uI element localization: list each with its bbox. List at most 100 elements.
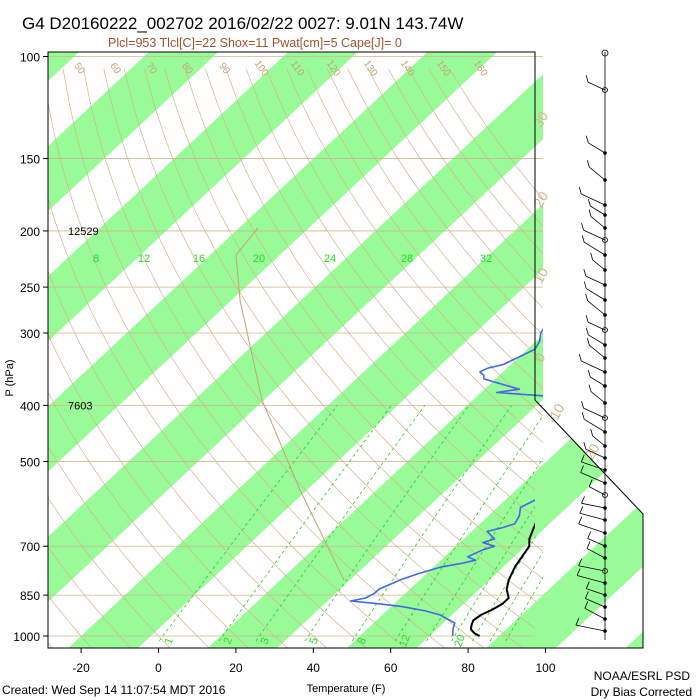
- wind-barb-flag: [581, 400, 584, 409]
- wind-barb-point: [603, 253, 607, 257]
- wind-barb: [578, 523, 606, 534]
- y-tick-label: 700: [20, 540, 40, 554]
- wind-barb: [587, 81, 606, 91]
- mixing-ratio-line: [304, 405, 470, 642]
- mixing-ratio-label: 12: [138, 253, 150, 265]
- dry-adiabat-line: [83, 68, 485, 648]
- y-axis-label: P (hPa): [4, 359, 16, 396]
- wind-barb-point: [603, 531, 607, 535]
- isotherm-band: [48, 52, 219, 212]
- mixing-ratio-line: [158, 405, 338, 642]
- wind-barb: [583, 229, 606, 241]
- wind-barb: [592, 259, 606, 271]
- wind-barb-point: [603, 213, 607, 217]
- mixing-ratio-bottom-label: 1: [162, 636, 175, 646]
- mixing-ratio-bottom-label: 2: [221, 636, 234, 646]
- dry-adiabat-label: 130: [361, 59, 380, 79]
- wind-barb-flag: [586, 541, 591, 549]
- mixing-ratio-line: [451, 493, 543, 642]
- wind-barb-flag: [576, 568, 581, 576]
- wind-barb-flag: [585, 293, 589, 301]
- x-axis-label: Temperature (F): [307, 683, 386, 695]
- mixing-ratio-line: [489, 551, 543, 642]
- wind-barb-point: [602, 568, 608, 574]
- wind-barb-point: [603, 581, 607, 585]
- isotherm-band: [48, 52, 498, 472]
- wind-barb: [590, 376, 606, 387]
- wind-barb-flag: [587, 531, 592, 539]
- wind-barb: [584, 241, 606, 256]
- dry-adiabat-line: [48, 100, 406, 648]
- mixing-ratio-label: 20: [253, 253, 265, 265]
- wind-barb-point: [603, 544, 607, 548]
- wind-barb-flag: [585, 581, 590, 589]
- plot-frame: [47, 51, 644, 649]
- temperature-line: [470, 506, 543, 637]
- bias-note: Dry Bias Corrected: [591, 685, 692, 699]
- dry-adiabat-line: [48, 270, 328, 648]
- dry-adiabat-line: [123, 68, 543, 635]
- x-tick-label: 0: [155, 661, 162, 675]
- y-tick-label: 150: [20, 153, 40, 167]
- isotherm-bands: [48, 52, 543, 648]
- wind-barb-point: [603, 283, 607, 287]
- wind-barb: [586, 288, 606, 301]
- isotherm-band: [48, 74, 543, 602]
- wind-barb: [584, 418, 606, 433]
- wind-barb-flag: [588, 209, 592, 217]
- wind-barb-point: [603, 298, 607, 302]
- dry-adiabat-line: [225, 68, 543, 498]
- parcel-path: [235, 227, 345, 581]
- x-tick-label: 40: [307, 661, 321, 675]
- wind-barb: [586, 548, 606, 559]
- dry-adiabat-line: [48, 391, 249, 648]
- wind-barb-point: [602, 87, 608, 93]
- wind-barb-flag: [578, 353, 582, 362]
- dry-adiabat-line: [144, 68, 543, 607]
- wind-barb-point: [603, 178, 607, 182]
- wind-barb-point: [603, 456, 607, 460]
- wind-barb: [578, 565, 606, 572]
- wind-barb-point: [603, 226, 607, 230]
- wind-barb-flag: [585, 135, 589, 143]
- wind-barb-flag: [584, 591, 589, 599]
- dry-adiabat-line: [0, 69, 13, 649]
- wind-barb-point: [603, 617, 607, 621]
- dry-adiabat-line: [164, 68, 543, 580]
- wind-barb-point: [603, 629, 607, 633]
- wind-barb-point: [603, 468, 607, 472]
- wind-barb: [577, 575, 606, 584]
- wind-barb-point: [603, 313, 607, 317]
- wind-barb-point: [602, 492, 608, 498]
- wind-barb-point: [602, 237, 608, 243]
- dewpoint-line: [350, 327, 543, 637]
- wind-top-marker: [601, 49, 609, 57]
- organization-label: NOAA/ESRL PSD: [594, 669, 691, 683]
- mixing-ratio-label: 32: [480, 253, 492, 265]
- x-tick-label: 80: [461, 661, 475, 675]
- wind-barb-point: [603, 356, 607, 360]
- wind-barb-flag: [585, 315, 589, 323]
- wind-barb: [575, 624, 606, 632]
- mixing-ratio-line: [394, 414, 543, 642]
- dry-adiabat-line: [347, 68, 543, 336]
- y-tick-label: 500: [20, 456, 40, 470]
- wind-barb: [588, 334, 606, 346]
- dry-adiabat-line: [48, 546, 132, 648]
- wind-barb: [589, 166, 606, 181]
- mixing-ratio-lines: [158, 405, 543, 642]
- wind-barb-flag: [584, 601, 589, 609]
- wind-barb-flag: [590, 252, 594, 261]
- pressure-axis: 100 150 200 250 300 400 500 700 850 1000: [13, 51, 48, 644]
- dry-adiabat-line: [184, 68, 543, 552]
- dry-adiabat-line: [306, 68, 543, 390]
- dry-adiabat-line: [103, 68, 524, 648]
- mixing-ratio-bottom-label: 5: [307, 636, 320, 646]
- wind-barb-point: [603, 593, 607, 597]
- wind-barb-flag: [583, 281, 587, 289]
- created-timestamp: Created: Wed Sep 14 11:07:54 MDT 2016: [2, 683, 226, 697]
- mixing-ratio-label: 16: [193, 253, 205, 265]
- wind-barb: [584, 607, 606, 620]
- wind-barb-flag: [588, 384, 592, 392]
- dry-adiabat-line: [205, 68, 543, 525]
